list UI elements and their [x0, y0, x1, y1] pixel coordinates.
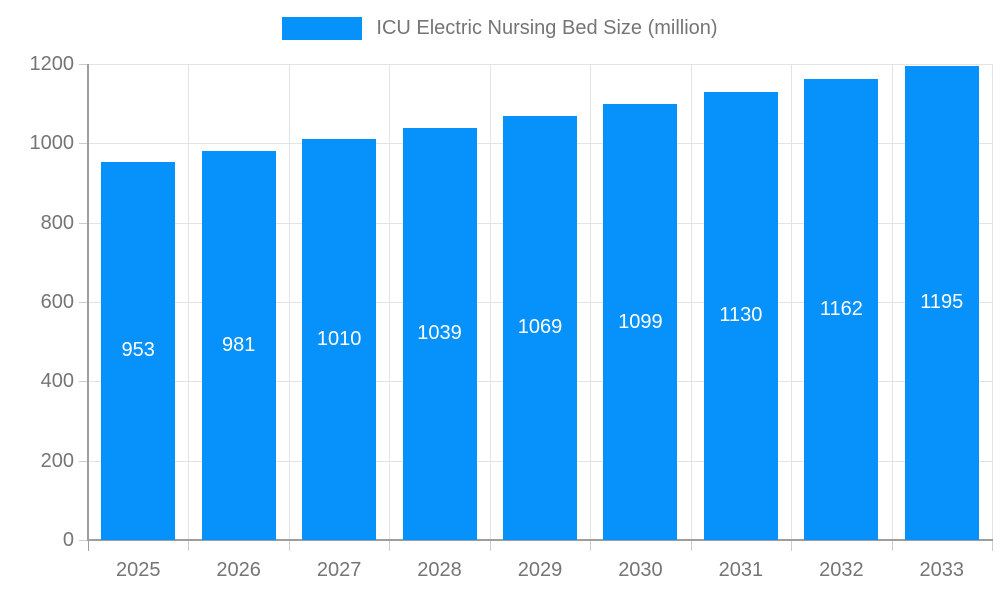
y-axis-line: [87, 64, 89, 540]
bar-value-label: 1195: [920, 291, 964, 314]
v-gridline: [188, 64, 190, 540]
x-axis-label: 2028: [417, 559, 462, 581]
y-axis-label: 0: [62, 529, 74, 551]
v-gridline: [891, 64, 893, 540]
y-axis-tick: [79, 143, 88, 145]
x-axis-tick: [489, 540, 491, 551]
bar: 953: [101, 161, 176, 540]
x-axis-label: 2025: [115, 559, 161, 581]
bar-value-label: 1130: [719, 304, 763, 327]
x-axis-label: 2032: [819, 559, 864, 581]
y-axis-tick: [79, 381, 88, 383]
x-axis-tick: [891, 540, 893, 551]
bar-value-label: 1069: [517, 316, 563, 339]
h-gridline: [88, 64, 992, 65]
bar-value-label: 1010: [316, 328, 362, 351]
y-axis-tick: [79, 302, 88, 303]
y-axis-tick: [79, 540, 88, 541]
bar-value-label: 1099: [618, 310, 663, 333]
bar-value-label: 981: [221, 333, 256, 356]
bar: 981: [201, 150, 276, 540]
v-gridline: [590, 64, 592, 540]
y-axis-tick: [79, 460, 88, 462]
x-axis-label: 2026: [216, 559, 261, 581]
v-gridline: [489, 64, 491, 540]
x-axis-tick: [590, 540, 592, 551]
y-axis-label: 200: [40, 449, 74, 472]
bar: 1195: [904, 65, 979, 540]
x-axis-label: 2030: [618, 559, 663, 581]
bar: 1010: [302, 139, 377, 540]
x-axis-tick: [690, 540, 692, 551]
x-axis-label: 2033: [919, 559, 965, 581]
bar-value-label: 953: [121, 339, 155, 362]
y-axis-tick: [79, 64, 88, 65]
y-axis-label: 1200: [29, 53, 75, 75]
v-gridline: [791, 64, 793, 540]
v-gridline: [992, 64, 993, 540]
bar-value-label: 1039: [417, 322, 462, 345]
bar: 1069: [503, 115, 577, 540]
legend-label: ICU Electric Nursing Bed Size (million): [376, 17, 718, 39]
x-axis-tick: [88, 540, 89, 551]
x-axis-tick: [288, 540, 290, 551]
x-axis-line: [87, 539, 993, 541]
v-gridline: [389, 64, 391, 540]
bar: 1130: [703, 91, 778, 540]
y-axis-tick: [79, 222, 88, 224]
x-axis-tick: [791, 540, 793, 551]
legend-swatch-icon: [282, 17, 363, 40]
bar: 1162: [804, 79, 879, 540]
y-axis-label: 800: [40, 211, 74, 234]
x-axis-tick: [992, 540, 993, 551]
x-axis-tick: [188, 540, 190, 551]
bar: 1039: [402, 127, 477, 540]
x-axis-tick: [389, 540, 391, 551]
v-gridline: [690, 64, 692, 540]
y-axis-label: 1000: [29, 132, 75, 155]
bar: 1099: [603, 104, 678, 540]
x-axis-label: 2031: [718, 559, 764, 581]
bar-value-label: 1162: [819, 298, 863, 321]
x-axis-label: 2027: [316, 559, 362, 581]
v-gridline: [288, 64, 290, 540]
y-axis-label: 400: [40, 370, 74, 393]
x-axis-label: 2029: [517, 559, 563, 581]
y-axis-label: 600: [40, 291, 74, 313]
legend: ICU Electric Nursing Bed Size (million): [0, 17, 1000, 40]
